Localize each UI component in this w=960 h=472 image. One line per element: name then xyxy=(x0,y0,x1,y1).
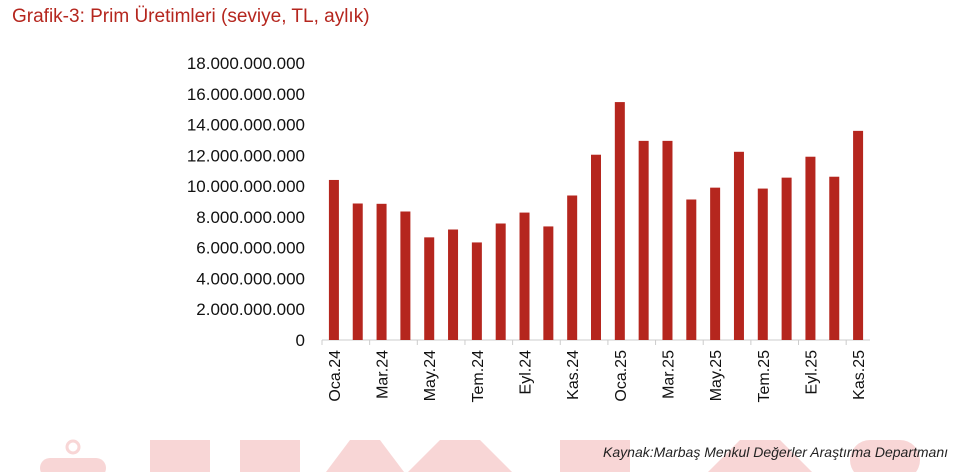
bar-Eyl.24 xyxy=(519,212,530,340)
y-tick-label: 16.000.000.000 xyxy=(187,85,305,104)
bar-Haz.25 xyxy=(733,151,744,340)
bar-Kas.24 xyxy=(567,195,578,340)
bar-Oca.25 xyxy=(614,102,625,341)
x-tick-label: Tem.24 xyxy=(470,350,487,403)
y-tick-label: 14.000.000.000 xyxy=(187,116,305,135)
x-tick-label: Kas.25 xyxy=(851,350,868,400)
bar-Haz.24 xyxy=(448,229,459,340)
bar-Kas.25 xyxy=(853,130,864,340)
y-tick-label: 12.000.000.000 xyxy=(187,146,305,165)
bar-Oca.24 xyxy=(328,179,339,340)
bar-Tem.24 xyxy=(471,242,482,340)
x-tick-label: Oca.25 xyxy=(613,350,630,402)
x-tick-label: May.25 xyxy=(708,350,725,401)
x-tick-label: Eyl.25 xyxy=(803,350,820,395)
bar-Mar.25 xyxy=(662,140,673,340)
bar-Eki.24 xyxy=(543,226,554,340)
bar-Ağu.24 xyxy=(495,223,506,340)
bar-May.24 xyxy=(424,237,435,340)
y-tick-label: 2.000.000.000 xyxy=(196,300,305,319)
bar-Nis.24 xyxy=(400,211,411,340)
y-tick-label: 8.000.000.000 xyxy=(196,208,305,227)
x-tick-label: Tem.25 xyxy=(756,350,773,403)
bar-Nis.25 xyxy=(686,199,697,340)
bar-Şub.25 xyxy=(638,140,649,340)
bar-Tem.25 xyxy=(757,188,768,340)
bar-Eyl.25 xyxy=(805,156,816,340)
x-tick-label: Mar.25 xyxy=(660,350,677,399)
bar-Mar.24 xyxy=(376,203,387,340)
x-tick-label: Mar.24 xyxy=(375,350,392,399)
bar-Eki.25 xyxy=(829,176,840,340)
x-tick-label: Oca.24 xyxy=(327,350,344,402)
y-tick-label: 6.000.000.000 xyxy=(196,239,305,258)
bar-Ara.24 xyxy=(591,154,601,340)
y-tick-label: 4.000.000.000 xyxy=(196,269,305,288)
bar-Şub.24 xyxy=(352,203,363,340)
chart-title: Grafik-3: Prim Üretimleri (seviye, TL, a… xyxy=(12,6,370,27)
source-note: Kaynak:Marbaş Menkul Değerler Araştırma … xyxy=(603,444,948,460)
y-tick-label: 18.000.000.000 xyxy=(187,54,305,73)
y-tick-label: 0 xyxy=(296,331,305,350)
bar-Ağu.25 xyxy=(781,177,792,340)
x-tick-label: Kas.24 xyxy=(565,350,582,400)
x-tick-label: Eyl.24 xyxy=(518,350,535,395)
y-tick-label: 10.000.000.000 xyxy=(187,177,305,196)
x-tick-label: May.24 xyxy=(422,350,439,401)
bar-May.25 xyxy=(710,187,721,340)
